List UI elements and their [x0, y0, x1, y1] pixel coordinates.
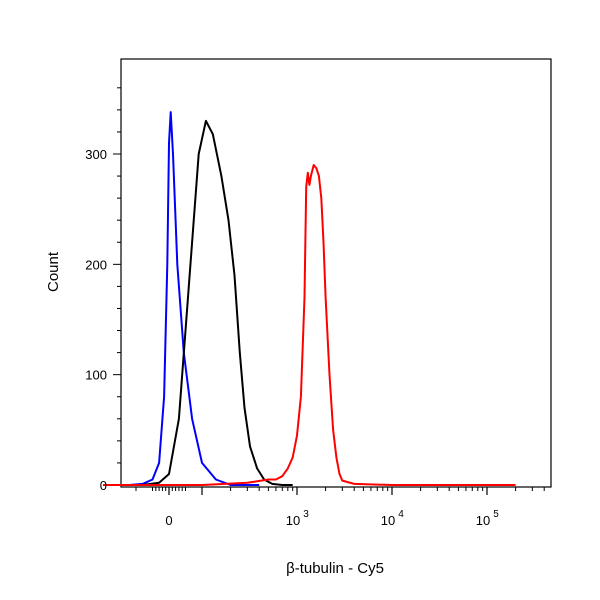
y-tick-label: 200	[85, 257, 107, 272]
series-line-1	[103, 111, 260, 486]
x-tick-base: 10	[381, 513, 395, 528]
x-tick-base: 10	[476, 513, 490, 528]
series-line-3	[103, 164, 516, 486]
x-tick-exponent: 5	[493, 509, 499, 520]
x-tick-exponent: 3	[303, 509, 309, 520]
x-tick-base: 0	[165, 513, 172, 528]
y-tick-label: 100	[85, 368, 107, 383]
series-layer	[103, 111, 516, 486]
axis-ticks	[113, 87, 545, 495]
x-axis-label: β-tubulin - Cy5	[286, 560, 384, 577]
y-tick-label: 0	[100, 478, 107, 493]
series-line-2	[119, 119, 293, 486]
y-axis-label: Count	[45, 251, 62, 292]
y-tick-label: 300	[85, 147, 107, 162]
plot-frame	[120, 58, 552, 488]
x-tick-label: 10 5	[476, 509, 499, 528]
x-tick-base: 10	[286, 513, 300, 528]
x-tick-exponent: 4	[398, 509, 404, 520]
x-tick-label: 0	[165, 513, 172, 528]
x-tick-label: 10 4	[381, 509, 404, 528]
x-tick-label: 10 3	[286, 509, 309, 528]
